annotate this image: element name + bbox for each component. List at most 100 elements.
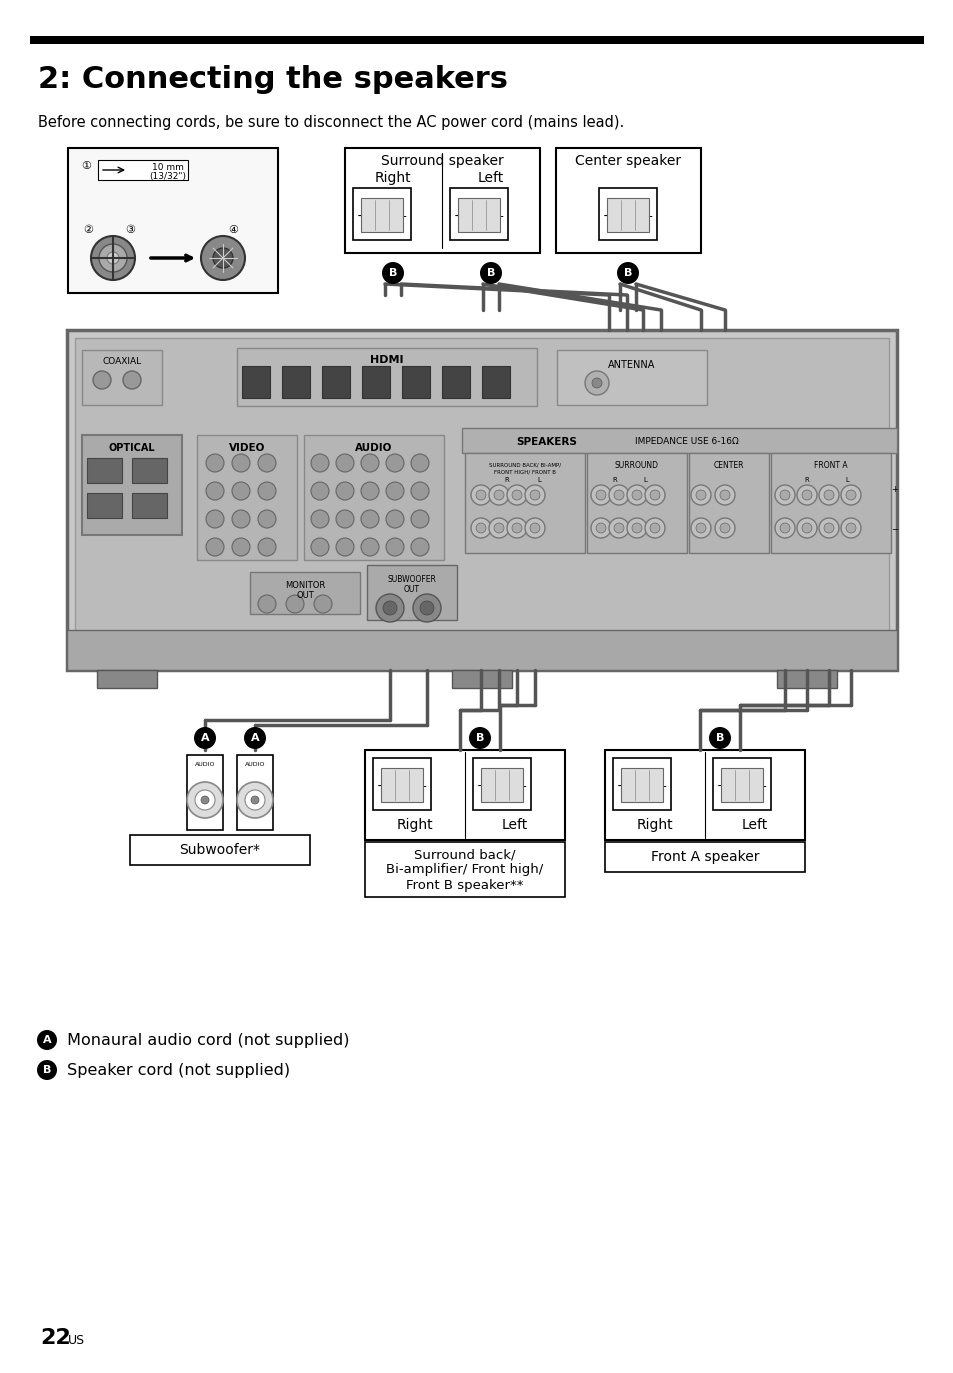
Bar xyxy=(770,453,890,553)
Bar xyxy=(461,428,896,453)
Circle shape xyxy=(801,490,811,500)
Bar xyxy=(598,188,657,240)
Circle shape xyxy=(360,454,378,472)
Text: B: B xyxy=(486,268,495,277)
Bar xyxy=(353,188,411,240)
Bar xyxy=(360,198,402,232)
Bar xyxy=(82,435,182,535)
Text: CENTER: CENTER xyxy=(713,460,743,470)
Text: Bi-amplifier/ Front high/: Bi-amplifier/ Front high/ xyxy=(386,864,543,876)
Circle shape xyxy=(720,523,729,533)
Bar xyxy=(242,367,270,398)
Circle shape xyxy=(690,518,710,538)
Circle shape xyxy=(469,726,491,750)
Text: +: + xyxy=(493,210,503,222)
Text: FRONT HIGH/ FRONT B: FRONT HIGH/ FRONT B xyxy=(494,470,556,475)
Circle shape xyxy=(91,236,135,280)
Circle shape xyxy=(780,490,789,500)
Circle shape xyxy=(476,490,485,500)
Text: L: L xyxy=(537,476,540,483)
Circle shape xyxy=(194,789,214,810)
Bar xyxy=(97,670,157,688)
Text: Subwoofer*: Subwoofer* xyxy=(179,843,260,857)
Bar xyxy=(30,36,923,44)
Circle shape xyxy=(489,485,509,505)
Bar xyxy=(481,367,510,398)
Circle shape xyxy=(524,518,544,538)
Circle shape xyxy=(335,509,354,529)
Circle shape xyxy=(708,726,730,750)
Circle shape xyxy=(530,490,539,500)
Circle shape xyxy=(257,454,275,472)
Circle shape xyxy=(311,509,329,529)
Circle shape xyxy=(506,485,526,505)
Text: +: + xyxy=(395,210,407,222)
Circle shape xyxy=(649,523,659,533)
Bar xyxy=(720,768,762,802)
Circle shape xyxy=(631,523,641,533)
Circle shape xyxy=(187,783,223,818)
Circle shape xyxy=(232,454,250,472)
Bar xyxy=(87,459,122,483)
Text: L: L xyxy=(642,476,646,483)
Circle shape xyxy=(631,490,641,500)
Text: +: + xyxy=(416,780,427,792)
Circle shape xyxy=(206,482,224,500)
Text: Right: Right xyxy=(636,818,673,832)
Text: −: − xyxy=(454,210,464,222)
Text: Surround back/: Surround back/ xyxy=(414,849,516,861)
Circle shape xyxy=(206,454,224,472)
Text: L: L xyxy=(844,476,848,483)
Circle shape xyxy=(614,523,623,533)
Text: −: − xyxy=(356,210,367,222)
Circle shape xyxy=(608,485,628,505)
Circle shape xyxy=(841,518,861,538)
Circle shape xyxy=(626,518,646,538)
Bar xyxy=(457,198,499,232)
Text: Right: Right xyxy=(375,172,411,185)
Circle shape xyxy=(584,371,608,395)
Circle shape xyxy=(413,595,440,622)
Text: B: B xyxy=(623,268,632,277)
Bar xyxy=(187,755,223,831)
Circle shape xyxy=(245,789,265,810)
Circle shape xyxy=(232,538,250,556)
Bar xyxy=(68,148,277,292)
Circle shape xyxy=(382,601,396,615)
Circle shape xyxy=(236,783,273,818)
Circle shape xyxy=(590,485,610,505)
Bar xyxy=(776,670,836,688)
Bar xyxy=(480,768,522,802)
Text: Before connecting cords, be sure to disconnect the AC power cord (mains lead).: Before connecting cords, be sure to disc… xyxy=(38,114,623,129)
Text: Left: Left xyxy=(477,172,503,185)
Circle shape xyxy=(99,244,127,272)
Bar xyxy=(304,435,443,560)
Text: +: + xyxy=(516,780,526,792)
Bar xyxy=(365,750,564,840)
Text: 10 mm: 10 mm xyxy=(152,163,184,173)
Circle shape xyxy=(381,262,403,284)
Text: (13/32"): (13/32") xyxy=(150,172,186,180)
Circle shape xyxy=(314,595,332,612)
Bar xyxy=(613,758,670,810)
Circle shape xyxy=(206,509,224,529)
Bar xyxy=(380,768,422,802)
Bar xyxy=(82,350,162,405)
Circle shape xyxy=(286,595,304,612)
Text: +: + xyxy=(641,210,652,222)
Bar xyxy=(604,750,804,840)
Circle shape xyxy=(419,601,434,615)
Circle shape xyxy=(494,490,503,500)
Text: OUT: OUT xyxy=(403,585,419,595)
Bar xyxy=(75,338,888,662)
Circle shape xyxy=(251,796,258,805)
Text: COAXIAL: COAXIAL xyxy=(102,357,141,367)
Text: Right: Right xyxy=(396,818,433,832)
Circle shape xyxy=(524,485,544,505)
Circle shape xyxy=(845,523,855,533)
Circle shape xyxy=(796,518,816,538)
Text: −: − xyxy=(376,780,387,792)
Circle shape xyxy=(617,262,639,284)
Bar xyxy=(236,347,537,406)
Circle shape xyxy=(201,796,209,805)
